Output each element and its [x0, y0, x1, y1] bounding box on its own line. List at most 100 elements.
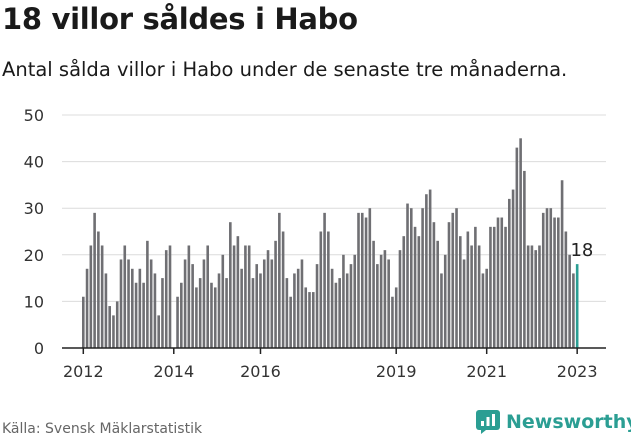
y-tick-label: 10 — [24, 292, 44, 311]
bar — [119, 259, 123, 348]
bar — [142, 282, 145, 348]
bar — [387, 259, 390, 348]
bar — [394, 287, 398, 348]
bar — [470, 245, 473, 348]
bar — [489, 226, 492, 348]
bar — [127, 259, 130, 348]
bar — [349, 264, 353, 348]
bar — [251, 278, 255, 348]
bar — [447, 222, 451, 348]
bar — [225, 278, 228, 348]
bar — [315, 264, 319, 348]
bar — [229, 222, 232, 348]
bar — [572, 273, 575, 348]
newsworthy-logo-icon — [476, 410, 500, 434]
brand-name: Newsworthy — [506, 411, 631, 433]
bar — [149, 259, 153, 348]
y-tick-label: 0 — [34, 339, 44, 358]
bar — [511, 189, 515, 348]
bar — [304, 287, 308, 348]
bar — [278, 212, 281, 348]
bar — [519, 138, 522, 348]
bar — [327, 231, 330, 348]
bar — [462, 259, 466, 348]
bar — [108, 306, 111, 348]
bar — [398, 250, 402, 348]
x-tick-label: 2016 — [240, 362, 281, 381]
bar — [210, 282, 213, 348]
source-note: Källa: Svensk Mäklarstatistik — [2, 421, 203, 437]
bar — [104, 273, 108, 348]
bars — [82, 138, 579, 348]
x-tick-label: 2023 — [557, 362, 598, 381]
bar — [236, 236, 240, 348]
bar — [560, 180, 564, 348]
bar — [97, 231, 100, 348]
bar — [515, 147, 519, 348]
bar — [146, 240, 149, 348]
brand-logo[interactable]: Newsworthy — [476, 410, 631, 434]
bar — [432, 222, 436, 348]
bar — [338, 278, 341, 348]
bar — [413, 226, 417, 348]
bar — [281, 231, 285, 348]
bar — [402, 236, 406, 348]
bar — [500, 217, 504, 348]
bar — [353, 254, 357, 348]
bar — [383, 250, 387, 348]
bar — [440, 273, 443, 348]
y-axis-ticks: 0 10 20 30 40 50 — [24, 106, 44, 358]
chart-title: 18 villor såldes i Habo — [2, 2, 358, 36]
bar — [451, 212, 455, 348]
bar — [213, 287, 217, 348]
y-tick-label: 50 — [24, 106, 44, 125]
bar — [406, 203, 409, 348]
bar — [195, 287, 198, 348]
bar — [138, 268, 142, 348]
bar — [530, 245, 534, 348]
bar — [564, 231, 568, 348]
bar — [293, 273, 296, 348]
bar — [436, 240, 439, 348]
bar — [323, 212, 326, 348]
bar — [112, 315, 115, 348]
x-tick-label: 2019 — [376, 362, 417, 381]
chart-subtitle: Antal sålda villor i Habo under de senas… — [2, 58, 568, 81]
bar — [425, 194, 428, 348]
bar — [541, 212, 545, 348]
bar — [538, 245, 541, 348]
bar — [240, 268, 243, 348]
bar — [262, 259, 266, 348]
bar — [296, 268, 300, 348]
bar-latest — [575, 264, 579, 348]
bar — [360, 212, 364, 348]
bar — [285, 278, 289, 348]
bar — [100, 245, 104, 348]
y-tick-label: 40 — [24, 153, 44, 172]
bar — [526, 245, 530, 348]
bar — [485, 268, 488, 348]
bar — [474, 226, 477, 348]
bar — [409, 208, 413, 348]
bar — [82, 296, 85, 348]
x-tick-label: 2014 — [153, 362, 194, 381]
bar — [523, 170, 526, 348]
bar — [134, 282, 138, 348]
x-tick-label: 2021 — [466, 362, 507, 381]
bar — [477, 245, 481, 348]
bar — [123, 245, 127, 348]
bar — [217, 273, 221, 348]
bar — [255, 264, 259, 348]
bar — [274, 240, 277, 348]
bar — [443, 254, 447, 348]
bar — [334, 282, 338, 348]
bar — [545, 208, 549, 348]
x-axis-ticks: 2012 2014 2016 2019 2021 2023 — [63, 348, 598, 381]
bar — [191, 264, 194, 348]
bar — [364, 217, 368, 348]
bar — [153, 273, 157, 348]
grid-lines — [62, 114, 606, 302]
bar — [270, 259, 274, 348]
bar — [557, 217, 560, 348]
bar — [93, 212, 96, 348]
